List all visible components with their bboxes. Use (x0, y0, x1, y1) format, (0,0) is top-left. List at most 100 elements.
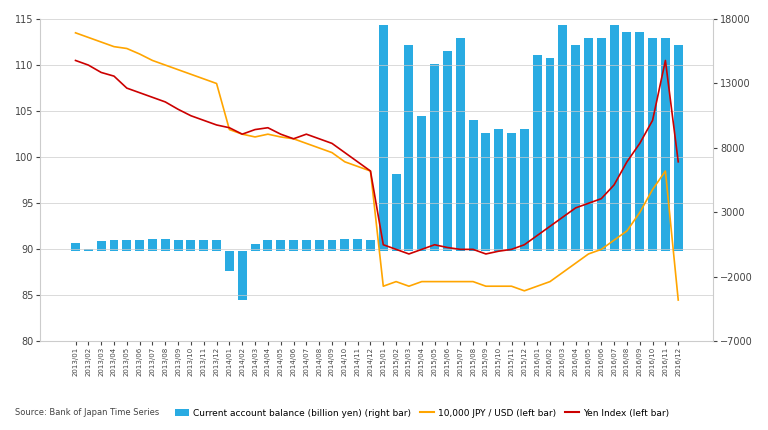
10,000 JPY / USD (left bar) (507, 284, 516, 289)
Bar (507, 132, 516, 251)
Yen Index (left bar) (148, 95, 157, 100)
Line: 10,000 JPY / USD (left bar): 10,000 JPY / USD (left bar) (75, 33, 678, 300)
Yen Index (left bar) (109, 74, 118, 79)
10,000 JPY / USD (left bar) (610, 237, 619, 243)
Yen Index (left bar) (545, 224, 554, 229)
10,000 JPY / USD (left bar) (263, 132, 273, 137)
10,000 JPY / USD (left bar) (392, 279, 401, 284)
Bar (250, 244, 260, 251)
Bar (558, 25, 568, 251)
10,000 JPY / USD (left bar) (276, 134, 285, 139)
Bar (610, 25, 618, 251)
10,000 JPY / USD (left bar) (571, 261, 581, 266)
10,000 JPY / USD (left bar) (545, 279, 554, 284)
10,000 JPY / USD (left bar) (212, 81, 221, 86)
Bar (84, 249, 93, 251)
10,000 JPY / USD (left bar) (84, 35, 93, 40)
Bar (468, 120, 478, 251)
Bar (289, 240, 298, 251)
Yen Index (left bar) (315, 136, 324, 141)
Yen Index (left bar) (404, 252, 413, 257)
Yen Index (left bar) (660, 58, 670, 63)
10,000 JPY / USD (left bar) (532, 284, 541, 289)
10,000 JPY / USD (left bar) (174, 67, 183, 72)
Yen Index (left bar) (199, 118, 208, 123)
Bar (622, 32, 631, 251)
Yen Index (left bar) (392, 247, 401, 252)
Bar (366, 240, 375, 251)
Yen Index (left bar) (597, 196, 606, 201)
Bar (276, 240, 285, 251)
Bar (97, 241, 106, 251)
Text: Source: Bank of Japan Time Series: Source: Bank of Japan Time Series (15, 408, 160, 417)
10,000 JPY / USD (left bar) (404, 284, 413, 289)
Yen Index (left bar) (507, 247, 516, 252)
10,000 JPY / USD (left bar) (327, 150, 336, 155)
10,000 JPY / USD (left bar) (482, 284, 491, 289)
Bar (122, 240, 131, 251)
Bar (482, 132, 490, 251)
Yen Index (left bar) (212, 123, 221, 128)
10,000 JPY / USD (left bar) (584, 252, 593, 257)
10,000 JPY / USD (left bar) (109, 44, 118, 49)
Yen Index (left bar) (250, 127, 260, 132)
Line: Yen Index (left bar): Yen Index (left bar) (75, 61, 678, 254)
Yen Index (left bar) (289, 136, 298, 141)
Bar (520, 129, 529, 251)
10,000 JPY / USD (left bar) (494, 284, 503, 289)
10,000 JPY / USD (left bar) (135, 52, 144, 57)
Bar (340, 239, 349, 251)
Bar (533, 55, 541, 251)
Bar (495, 129, 503, 251)
10,000 JPY / USD (left bar) (660, 169, 670, 174)
10,000 JPY / USD (left bar) (648, 187, 657, 192)
10,000 JPY / USD (left bar) (558, 270, 568, 275)
Yen Index (left bar) (584, 201, 593, 206)
Bar (238, 251, 247, 300)
Yen Index (left bar) (122, 86, 131, 91)
10,000 JPY / USD (left bar) (289, 136, 298, 141)
10,000 JPY / USD (left bar) (417, 279, 426, 284)
10,000 JPY / USD (left bar) (340, 159, 349, 164)
Yen Index (left bar) (276, 132, 285, 137)
Yen Index (left bar) (84, 62, 93, 68)
Yen Index (left bar) (482, 252, 491, 257)
Yen Index (left bar) (648, 118, 657, 123)
10,000 JPY / USD (left bar) (225, 127, 234, 132)
Yen Index (left bar) (610, 182, 619, 187)
Bar (353, 240, 362, 251)
Yen Index (left bar) (174, 107, 183, 112)
Bar (661, 38, 670, 251)
Bar (71, 243, 80, 251)
Bar (392, 174, 401, 251)
Bar (430, 64, 439, 251)
Bar (199, 240, 208, 251)
Bar (443, 51, 452, 251)
Bar (417, 116, 426, 251)
10,000 JPY / USD (left bar) (122, 46, 131, 51)
Yen Index (left bar) (494, 249, 503, 254)
10,000 JPY / USD (left bar) (520, 288, 529, 293)
10,000 JPY / USD (left bar) (302, 141, 311, 146)
Bar (187, 240, 195, 251)
10,000 JPY / USD (left bar) (430, 279, 439, 284)
10,000 JPY / USD (left bar) (250, 134, 260, 139)
Bar (405, 45, 413, 251)
Bar (263, 240, 273, 251)
Bar (110, 240, 118, 251)
Yen Index (left bar) (571, 205, 581, 210)
Yen Index (left bar) (161, 99, 170, 104)
Yen Index (left bar) (430, 242, 439, 247)
Bar (174, 240, 183, 251)
10,000 JPY / USD (left bar) (635, 210, 644, 215)
Yen Index (left bar) (97, 70, 106, 75)
Bar (225, 251, 234, 270)
10,000 JPY / USD (left bar) (455, 279, 465, 284)
Bar (597, 38, 606, 251)
Yen Index (left bar) (263, 125, 273, 130)
Yen Index (left bar) (443, 245, 452, 250)
Yen Index (left bar) (237, 132, 247, 137)
Yen Index (left bar) (558, 215, 568, 220)
10,000 JPY / USD (left bar) (237, 132, 247, 137)
Bar (327, 240, 336, 251)
